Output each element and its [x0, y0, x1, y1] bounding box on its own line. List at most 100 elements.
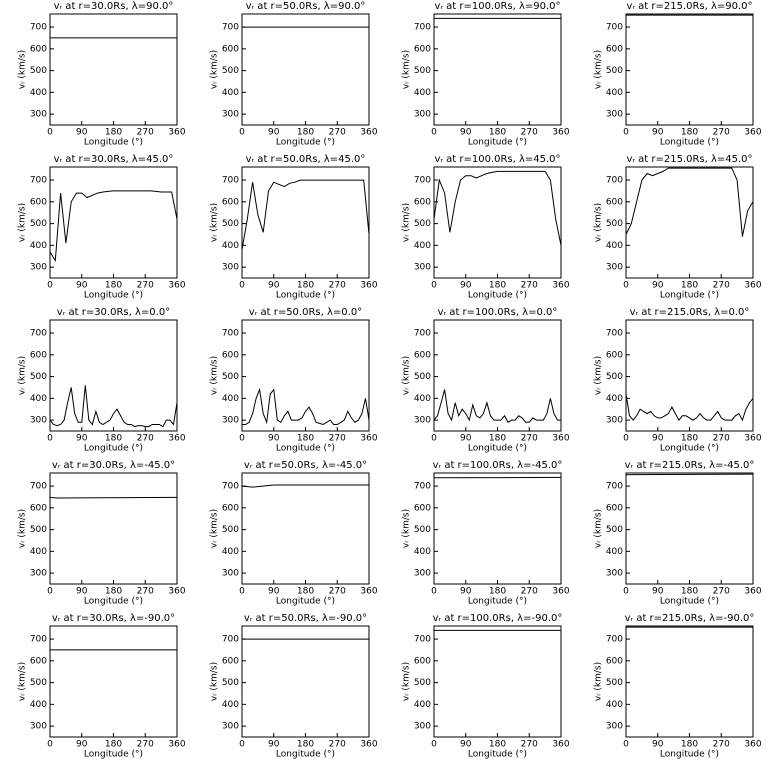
x-tick-label: 270	[329, 740, 346, 750]
x-tick-label: 360	[168, 128, 185, 138]
y-tick-label: 600	[30, 350, 47, 360]
y-tick-label: 500	[30, 372, 47, 382]
y-axis-label: vᵣ (km/s)	[402, 203, 412, 242]
y-tick-label: 300	[222, 416, 239, 426]
x-axis-label: Longitude (°)	[660, 750, 719, 760]
plot-frame	[433, 13, 562, 126]
x-tick-label: 90	[460, 281, 472, 291]
chart-title: vᵣ at r=50.0Rs, λ=-45.0°	[244, 460, 367, 471]
x-tick-label: 360	[360, 128, 377, 138]
x-tick-label: 270	[521, 587, 538, 597]
plot-frame	[241, 625, 370, 738]
x-tick-label: 180	[105, 740, 122, 750]
y-tick-label: 300	[414, 416, 431, 426]
y-tick-label: 600	[414, 350, 431, 360]
x-tick-label: 0	[239, 434, 245, 444]
data-line	[241, 484, 369, 488]
y-tick-label: 500	[222, 678, 239, 688]
y-tick-label: 700	[606, 176, 623, 186]
chart-title: vᵣ at r=30.0Rs, λ=0.0°	[57, 307, 170, 318]
y-tick-label: 500	[414, 525, 431, 535]
x-tick-label: 0	[623, 434, 629, 444]
y-tick-label: 300	[30, 722, 47, 732]
chart-title: vᵣ at r=30.0Rs, λ=-45.0°	[52, 460, 175, 471]
plot-frame	[625, 625, 754, 738]
x-tick-label: 360	[168, 434, 185, 444]
x-tick-label: 0	[47, 587, 53, 597]
x-tick-label: 180	[681, 128, 698, 138]
y-tick-label: 700	[222, 482, 239, 492]
chart-title: vᵣ at r=100.0Rs, λ=-90.0°	[433, 613, 563, 624]
x-tick-label: 360	[744, 740, 761, 750]
y-tick-label: 500	[606, 66, 623, 76]
x-tick-label: 90	[652, 128, 664, 138]
y-tick-label: 400	[30, 241, 47, 251]
chart-title: vᵣ at r=50.0Rs, λ=90.0°	[246, 1, 366, 12]
x-tick-label: 0	[47, 740, 53, 750]
x-tick-label: 0	[623, 740, 629, 750]
plot-frame	[625, 472, 754, 585]
x-tick-label: 270	[713, 128, 730, 138]
plot-frame	[241, 13, 370, 126]
x-tick-label: 90	[652, 281, 664, 291]
x-tick-label: 0	[47, 434, 53, 444]
x-tick-label: 90	[268, 434, 280, 444]
y-tick-label: 400	[30, 547, 47, 557]
x-tick-label: 0	[623, 281, 629, 291]
y-tick-label: 700	[414, 23, 431, 33]
y-tick-label: 400	[606, 241, 623, 251]
y-axis-label: vᵣ (km/s)	[594, 203, 604, 242]
x-tick-label: 90	[76, 128, 88, 138]
y-tick-label: 700	[414, 635, 431, 645]
y-tick-label: 300	[30, 416, 47, 426]
y-axis-label: vᵣ (km/s)	[594, 356, 604, 395]
x-tick-label: 270	[329, 587, 346, 597]
x-tick-label: 0	[431, 128, 437, 138]
chart-title: vᵣ at r=30.0Rs, λ=45.0°	[54, 154, 174, 165]
y-tick-label: 400	[606, 88, 623, 98]
y-tick-label: 700	[30, 482, 47, 492]
plot-frame	[49, 472, 178, 585]
y-tick-label: 700	[30, 176, 47, 186]
x-tick-label: 90	[268, 740, 280, 750]
y-tick-label: 500	[30, 678, 47, 688]
x-tick-label: 90	[652, 587, 664, 597]
y-tick-label: 600	[414, 656, 431, 666]
x-tick-label: 0	[239, 740, 245, 750]
x-tick-label: 360	[360, 587, 377, 597]
y-tick-label: 700	[222, 635, 239, 645]
x-tick-label: 180	[297, 587, 314, 597]
y-tick-label: 300	[606, 722, 623, 732]
plot-frame	[433, 166, 562, 279]
x-tick-label: 270	[521, 740, 538, 750]
x-axis-label: Longitude (°)	[276, 444, 335, 454]
x-tick-label: 0	[239, 587, 245, 597]
x-tick-label: 180	[489, 740, 506, 750]
x-tick-label: 0	[239, 128, 245, 138]
y-tick-label: 700	[222, 23, 239, 33]
x-tick-label: 180	[105, 281, 122, 291]
y-tick-label: 600	[30, 44, 47, 54]
y-axis-label: vᵣ (km/s)	[594, 662, 604, 701]
y-tick-label: 500	[222, 525, 239, 535]
x-tick-label: 90	[460, 740, 472, 750]
y-tick-label: 600	[414, 44, 431, 54]
y-tick-label: 600	[606, 503, 623, 513]
y-tick-label: 700	[30, 329, 47, 339]
y-tick-label: 400	[222, 700, 239, 710]
x-tick-label: 360	[360, 434, 377, 444]
x-tick-label: 270	[329, 128, 346, 138]
y-tick-label: 400	[606, 547, 623, 557]
y-tick-label: 700	[30, 635, 47, 645]
x-tick-label: 0	[239, 281, 245, 291]
x-tick-label: 90	[652, 740, 664, 750]
x-axis-label: Longitude (°)	[84, 597, 143, 607]
y-tick-label: 400	[606, 394, 623, 404]
y-tick-label: 700	[30, 23, 47, 33]
x-tick-label: 180	[681, 434, 698, 444]
x-tick-label: 90	[460, 434, 472, 444]
y-tick-label: 600	[30, 197, 47, 207]
x-axis-label: Longitude (°)	[276, 597, 335, 607]
y-tick-label: 600	[606, 197, 623, 207]
y-tick-label: 700	[606, 329, 623, 339]
